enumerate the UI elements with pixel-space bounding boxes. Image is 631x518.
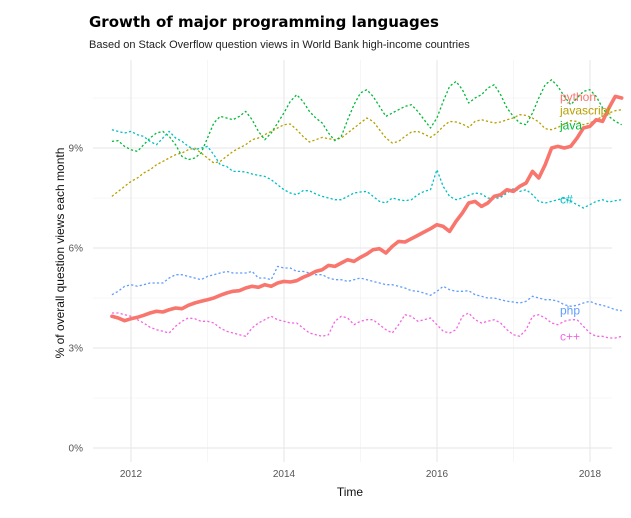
series-label: java xyxy=(559,119,582,133)
x-axis-ticks: 2012 2014 2016 2018 xyxy=(120,469,602,480)
series-line-cplusplus xyxy=(111,312,622,339)
series-line-java xyxy=(111,79,622,161)
series-line-python xyxy=(110,94,624,323)
y-tick-label: 6% xyxy=(69,244,84,255)
series-line-csharp xyxy=(111,129,622,209)
series-lines xyxy=(110,79,624,339)
series-label: python xyxy=(560,90,596,104)
y-tick-label: 9% xyxy=(69,144,84,155)
x-tick-label: 2014 xyxy=(273,469,296,480)
series-label: c++ xyxy=(560,329,580,343)
series-line-php xyxy=(111,265,622,312)
y-tick-label: 0% xyxy=(69,444,84,455)
chart-subtitle: Based on Stack Overflow question views i… xyxy=(89,39,470,51)
y-axis-title: % of overall question views each month xyxy=(53,148,67,359)
y-tick-label: 3% xyxy=(69,344,84,355)
gridlines xyxy=(93,60,612,462)
series-label: php xyxy=(560,304,580,318)
chart-title: Growth of major programming languages xyxy=(89,13,439,31)
x-axis-title: Time xyxy=(337,485,364,499)
x-tick-label: 2016 xyxy=(426,469,449,480)
x-tick-label: 2012 xyxy=(120,469,143,480)
series-line-javascript xyxy=(111,109,622,197)
series-label: javascript xyxy=(559,104,611,118)
x-tick-label: 2018 xyxy=(579,469,602,480)
series-label: c# xyxy=(560,193,573,207)
y-axis-ticks: 0% 3% 6% 9% xyxy=(69,144,84,455)
